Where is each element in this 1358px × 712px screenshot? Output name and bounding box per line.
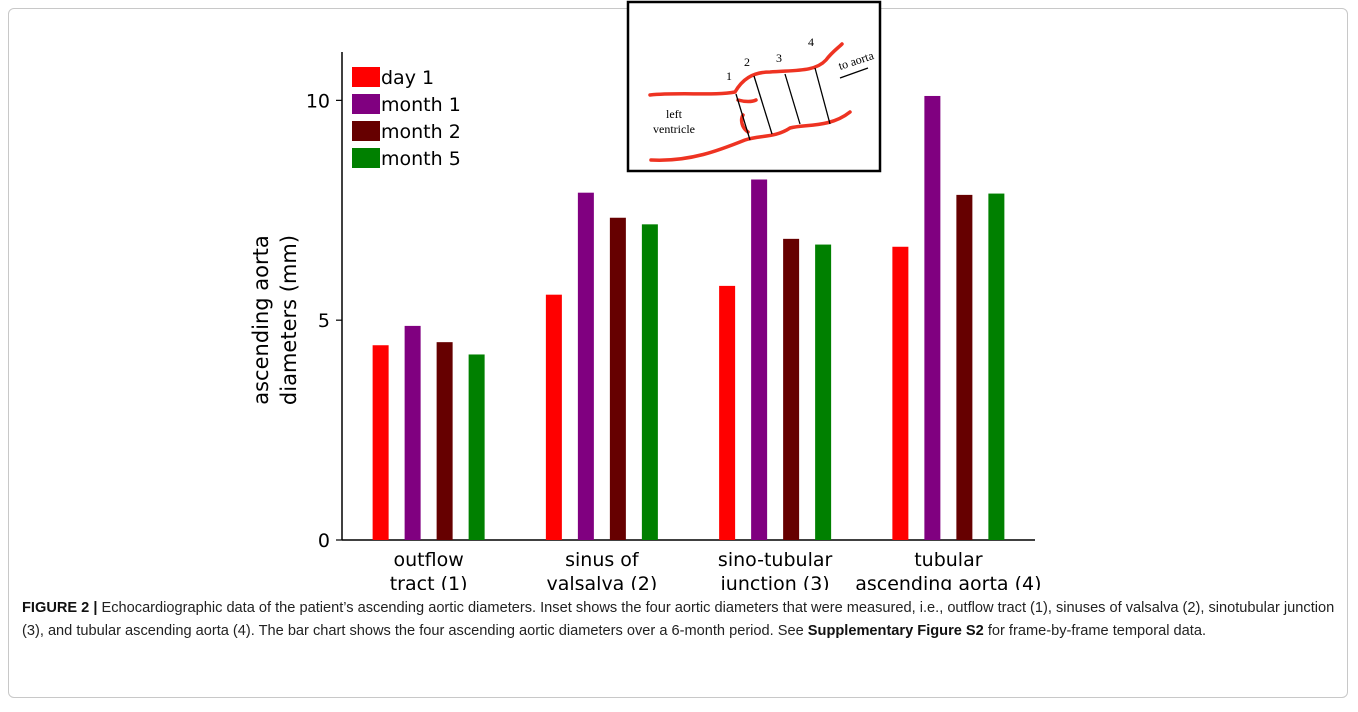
legend-swatch <box>352 67 380 87</box>
legend-swatch <box>352 148 380 168</box>
bar <box>751 179 767 540</box>
caption-text: for frame-by-frame temporal data. <box>984 623 1206 639</box>
inset: 1 2 3 4 left ventricle to aorta <box>628 2 880 171</box>
bar <box>610 218 626 540</box>
bar <box>719 286 735 540</box>
bar <box>546 295 562 540</box>
inset-label: ventricle <box>653 122 695 136</box>
inset-frame <box>628 2 880 171</box>
y-tick-label: 0 <box>318 530 330 552</box>
legend-label: month 5 <box>381 148 461 170</box>
caption: FIGURE 2 | Echocardiographic data of the… <box>22 597 1342 642</box>
inset-label: 3 <box>776 51 782 65</box>
chart: 1 2 3 4 left ventricle to aorta 0 5 10 asce… <box>0 0 1358 590</box>
bar <box>578 193 594 540</box>
x-tick-label: valsalva (2) <box>546 573 657 590</box>
x-tick-label: junction (3) <box>720 573 830 590</box>
bar <box>405 326 421 540</box>
bar <box>988 194 1004 540</box>
y-axis-label: diameters (mm) <box>277 235 301 405</box>
y-tick-label: 10 <box>306 90 330 112</box>
bar <box>642 224 658 540</box>
bar <box>815 245 831 540</box>
legend-swatch <box>352 121 380 141</box>
y-axis-label: ascending aorta <box>249 235 273 405</box>
y-tick-label: 5 <box>318 310 330 332</box>
inset-label: left <box>666 107 683 121</box>
bar <box>924 96 940 540</box>
caption-link: Supplementary Figure S2 <box>808 623 984 639</box>
legend-label: day 1 <box>381 67 434 89</box>
bar <box>437 342 453 540</box>
x-tick-label: sinus of <box>565 549 640 571</box>
inset-label: 1 <box>726 69 732 83</box>
x-tick-label: sino-tubular <box>718 549 833 571</box>
bar <box>783 239 799 540</box>
x-tick-label: ascending aorta (4) <box>855 573 1041 590</box>
x-tick-label: tract (1) <box>390 573 468 590</box>
bar <box>956 195 972 540</box>
bar <box>892 247 908 540</box>
inset-label: 2 <box>744 55 750 69</box>
bar <box>469 354 485 540</box>
x-tick-label: outflow <box>394 549 464 571</box>
inset-label: 4 <box>808 35 814 49</box>
x-tick-label: tubular <box>914 549 983 571</box>
page: {"chart_data": {"type": "bar", "ylabel":… <box>0 0 1358 712</box>
legend-label: month 2 <box>381 121 461 143</box>
caption-label: FIGURE 2 | <box>22 600 97 616</box>
legend-label: month 1 <box>381 94 461 116</box>
legend-swatch <box>352 94 380 114</box>
bar <box>373 345 389 540</box>
